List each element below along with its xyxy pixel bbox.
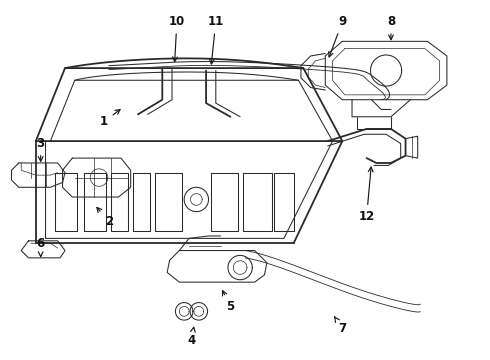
Text: 10: 10 [169, 15, 185, 62]
Text: 5: 5 [222, 291, 235, 313]
Text: 3: 3 [37, 137, 45, 161]
Text: 2: 2 [97, 207, 113, 228]
Text: 7: 7 [335, 317, 346, 335]
Text: 6: 6 [37, 237, 45, 257]
Text: 11: 11 [208, 15, 224, 64]
Text: 12: 12 [359, 167, 375, 223]
Text: 8: 8 [387, 15, 395, 40]
Text: 1: 1 [100, 109, 120, 128]
Text: 4: 4 [187, 327, 196, 347]
Text: 9: 9 [329, 15, 346, 57]
